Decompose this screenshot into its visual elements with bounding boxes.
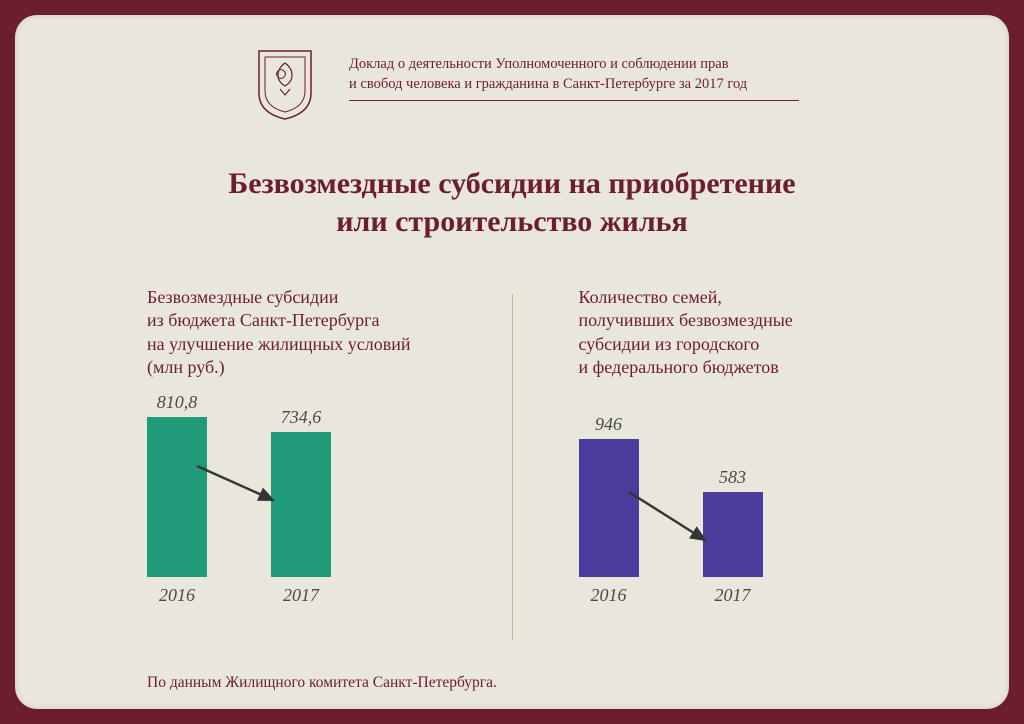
bar <box>703 492 763 577</box>
left-sub-l4: (млн руб.) <box>147 357 225 377</box>
bar <box>271 432 331 577</box>
header-line-1: Доклад о деятельности Уполномоченного и … <box>349 55 939 75</box>
right-sub-l4: и федерального бюджетов <box>579 357 779 377</box>
bar <box>147 417 207 577</box>
right-sub-l3: субсидии из городского <box>579 334 760 354</box>
bar-value-label: 810,8 <box>157 392 198 413</box>
bar-value-label: 583 <box>719 467 746 488</box>
bar <box>579 439 639 577</box>
bar-year-label: 2017 <box>715 585 751 606</box>
header: Доклад о деятельности Уполномоченного и … <box>255 49 939 121</box>
report-card: Доклад о деятельности Уполномоченного и … <box>15 15 1009 709</box>
right-sub-l2: получивших безвозмездные <box>579 310 793 330</box>
left-sub-l3: на улучшение жилищных условий <box>147 334 410 354</box>
bar-year-label: 2017 <box>283 585 319 606</box>
right-sub-l1: Количество семей, <box>579 287 722 307</box>
bar-item: 583 2017 <box>703 467 763 606</box>
left-sub-l2: из бюджета Санкт-Петербурга <box>147 310 380 330</box>
header-text-block: Доклад о деятельности Уполномоченного и … <box>349 49 939 101</box>
left-chart-area: 810,8 2016 734,6 2017 <box>85 386 484 606</box>
bar-value-label: 946 <box>595 414 622 435</box>
title-line-2: или строительство жилья <box>336 205 688 238</box>
left-sub-l1: Безвозмездные субсидии <box>147 287 338 307</box>
bar-year-label: 2016 <box>159 585 195 606</box>
header-underline <box>349 100 799 101</box>
page-title: Безвозмездные субсидии на приобретение и… <box>85 165 939 242</box>
left-chart-subtitle: Безвозмездные субсидии из бюджета Санкт-… <box>85 286 484 386</box>
bar-item: 734,6 2017 <box>271 407 331 606</box>
right-chart-subtitle: Количество семей, получивших безвозмездн… <box>541 286 940 386</box>
coat-of-arms-icon <box>255 49 315 121</box>
left-bar-group: 810,8 2016 734,6 2017 <box>147 392 331 606</box>
charts-row: Безвозмездные субсидии из бюджета Санкт-… <box>85 286 939 640</box>
right-chart-panel: Количество семей, получивших безвозмездн… <box>541 286 940 606</box>
title-line-1: Безвозмездные субсидии на приобретение <box>228 167 795 200</box>
right-bar-group: 946 2016 583 2017 <box>579 414 763 606</box>
header-line-2: и свобод человека и гражданина в Санкт-П… <box>349 75 939 95</box>
bar-year-label: 2016 <box>591 585 627 606</box>
bar-value-label: 734,6 <box>281 407 322 428</box>
bar-item: 946 2016 <box>579 414 639 606</box>
vertical-divider <box>512 294 513 640</box>
footer-source: По данным Жилищного комитета Санкт-Петер… <box>147 674 939 692</box>
bar-item: 810,8 2016 <box>147 392 207 606</box>
right-chart-area: 946 2016 583 2017 <box>541 386 940 606</box>
left-chart-panel: Безвозмездные субсидии из бюджета Санкт-… <box>85 286 484 606</box>
